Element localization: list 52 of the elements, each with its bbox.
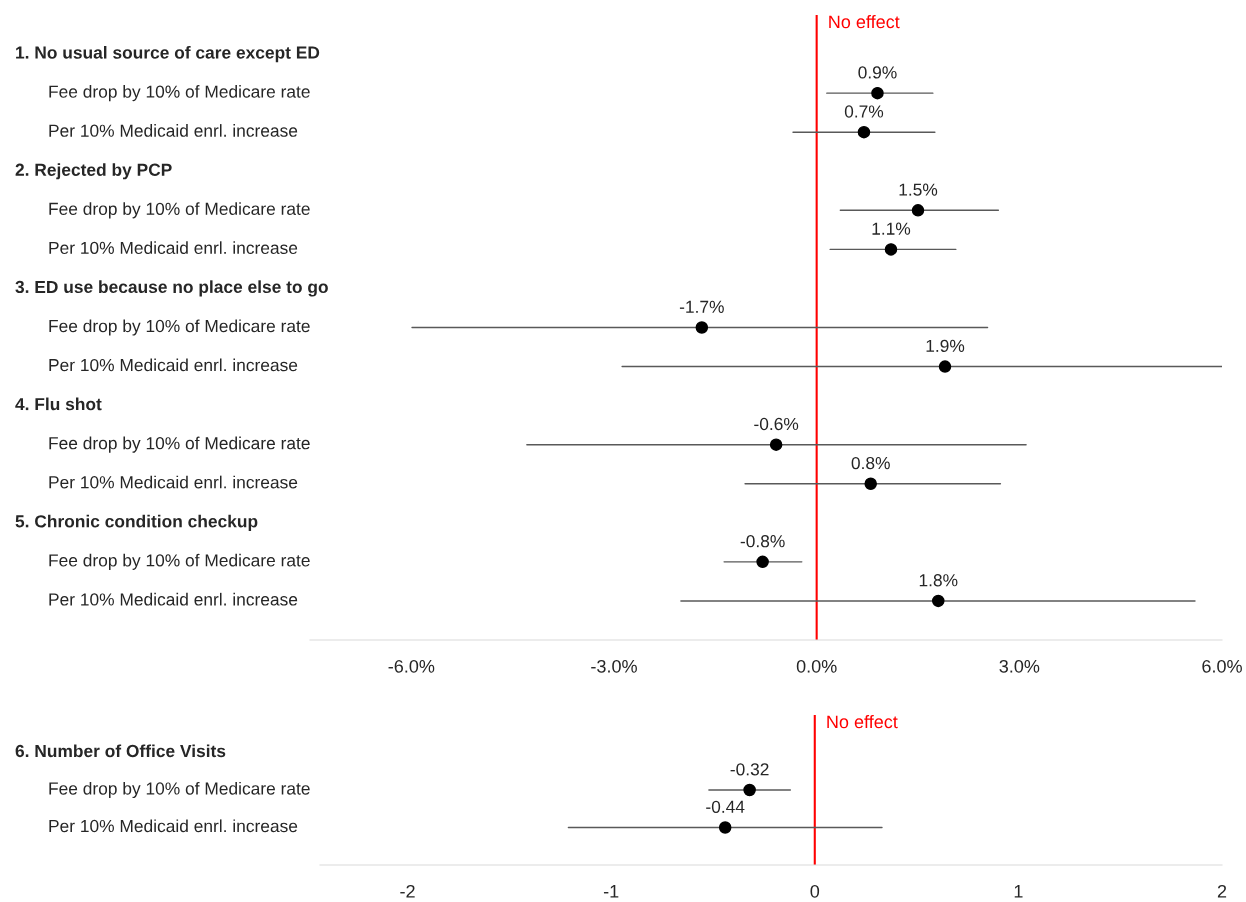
point: [695, 321, 709, 334]
point: [938, 360, 952, 373]
x-tick-label: -6.0%: [388, 659, 435, 673]
x-tick-label: -1: [603, 885, 619, 898]
category-label: Fee drop by 10% of Medicare rate: [49, 202, 310, 219]
category-label: 6. Number of Office Visits: [15, 744, 226, 758]
data-label: -0.8%: [740, 535, 785, 548]
data-label: -0.44: [706, 800, 745, 813]
data-label: -0.6%: [754, 417, 799, 431]
x-tick-label: 0: [810, 884, 820, 898]
ref-line-label: No effect: [827, 715, 898, 729]
category-label: Per 10% Medicaid enrl. increase: [49, 592, 298, 606]
point: [932, 594, 945, 608]
point: [884, 243, 898, 256]
point: [871, 86, 884, 100]
category-label: Per 10% Medicaid enrl. increase: [49, 819, 298, 833]
data-label: 0.9%: [858, 66, 897, 79]
data-label: 0.7%: [844, 105, 884, 118]
x-tick-label: -2: [400, 884, 415, 898]
category-label: Per 10% Medicaid enrl. increase: [49, 124, 298, 137]
point: [769, 438, 783, 451]
category-label: Per 10% Medicaid enrl. increase: [49, 241, 298, 255]
point: [911, 204, 925, 217]
category-label: 1. No usual source of care except ED: [16, 45, 320, 63]
data-label: -1.7%: [679, 300, 724, 313]
category-label: 2. Rejected by PCP: [15, 163, 172, 180]
data-label: 0.8%: [851, 456, 890, 470]
data-label: 1.1%: [872, 222, 911, 235]
data-label: -0.32: [730, 763, 769, 776]
x-tick-label: 6.0%: [1202, 659, 1242, 673]
x-tick-label: 3.0%: [999, 659, 1040, 673]
category-label: 4. Flu shot: [15, 397, 102, 411]
point: [857, 125, 871, 139]
x-tick-label: 1: [1014, 885, 1023, 898]
category-label: Per 10% Medicaid enrl. increase: [49, 475, 298, 489]
ref-line-label: No effect: [829, 15, 900, 29]
category-label: Fee drop by 10% of Medicare rate: [49, 319, 310, 336]
x-tick-label: 2: [1217, 884, 1227, 898]
category-label: Fee drop by 10% of Medicare rate: [49, 436, 310, 453]
x-tick-label: 0.0%: [796, 659, 837, 673]
category-label: Fee drop by 10% of Medicare rate: [49, 781, 310, 799]
point: [864, 477, 877, 491]
category-label: Fee drop by 10% of Medicare rate: [49, 553, 310, 570]
category-label: 5. Chronic condition checkup: [15, 514, 258, 531]
x-tick-label: -3.0%: [591, 659, 637, 673]
point: [756, 555, 769, 569]
data-label: 1.8%: [919, 574, 958, 587]
data-label: 1.5%: [899, 183, 938, 196]
data-label: 1.9%: [926, 339, 965, 353]
category-label: Per 10% Medicaid enrl. increase: [49, 358, 298, 372]
category-label: 3. ED use because no place else to go: [15, 280, 328, 297]
category-label: Fee drop by 10% of Medicare rate: [49, 85, 310, 102]
